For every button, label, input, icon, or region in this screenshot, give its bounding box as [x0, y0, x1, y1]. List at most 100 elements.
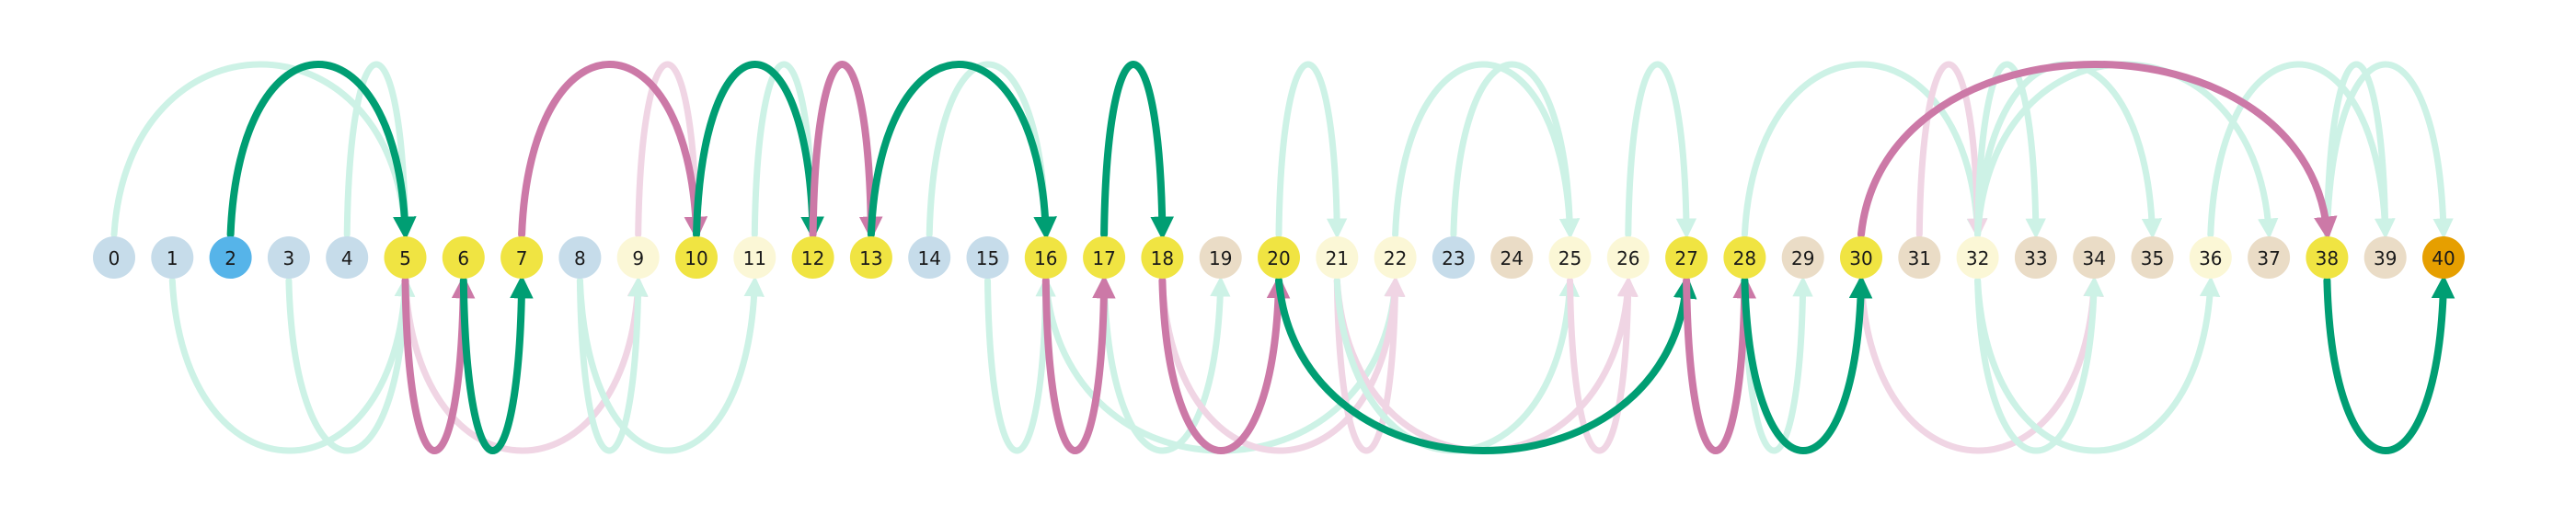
node-label: 5 [399, 247, 411, 269]
node-3: 3 [267, 236, 310, 279]
node-circle [93, 236, 135, 279]
node-label: 3 [283, 247, 295, 269]
node-label: 36 [2199, 247, 2222, 269]
node-label: 25 [1558, 247, 1581, 269]
arc-14-to-16 [926, 61, 1056, 239]
node-label: 19 [1209, 247, 1232, 269]
node-circle [384, 236, 427, 279]
node-31: 31 [1898, 236, 1941, 279]
node-27: 27 [1665, 236, 1708, 279]
node-17: 17 [1083, 236, 1126, 279]
node-label: 35 [2141, 247, 2164, 269]
node-label: 0 [109, 247, 121, 269]
node-circle [1665, 236, 1708, 279]
node-30: 30 [1840, 236, 1882, 279]
arc-38-to-40 [2323, 61, 2454, 239]
node-circle [558, 236, 602, 279]
node-15: 15 [966, 236, 1009, 279]
arc-5-to-9 [402, 276, 649, 454]
arc-8-to-11 [576, 276, 765, 454]
node-2: 2 [209, 236, 252, 279]
node-label: 21 [1326, 247, 1349, 269]
arc-5-to-6 [401, 274, 476, 455]
node-label: 33 [2024, 247, 2047, 269]
node-16: 16 [1024, 236, 1067, 279]
arc-32-to-36 [1974, 276, 2221, 454]
arc-8-to-9 [576, 276, 649, 454]
node-circle [966, 236, 1009, 279]
node-circle [1374, 236, 1417, 279]
node-0: 0 [93, 236, 135, 279]
node-label: 38 [2316, 247, 2339, 269]
node-circle [616, 236, 660, 279]
arc-10-to-12 [693, 61, 824, 241]
node-label: 40 [2432, 247, 2455, 269]
arc-16-to-17 [1041, 274, 1116, 455]
node-circle [1141, 236, 1184, 279]
node-circle [1840, 236, 1882, 279]
node-circle [442, 236, 485, 279]
node-circle [2422, 236, 2465, 279]
arc-31-to-32 [1915, 61, 1988, 239]
node-label: 8 [574, 247, 586, 269]
arc-32-to-35 [1974, 61, 2163, 239]
node-33: 33 [2014, 236, 2057, 279]
node-10: 10 [675, 236, 718, 279]
node-circle [1898, 236, 1941, 279]
arc-32-to-33 [1974, 61, 2046, 239]
node-circle [1723, 236, 1766, 279]
node-circle [1316, 236, 1359, 279]
node-label: 20 [1267, 247, 1290, 269]
node-label: 32 [1966, 247, 1989, 269]
node-11: 11 [733, 236, 776, 279]
arc-22-to-25 [1392, 61, 1581, 239]
node-circle [151, 236, 194, 279]
node-circle [1258, 236, 1300, 279]
node-circle [267, 236, 310, 279]
node-39: 39 [2363, 236, 2407, 279]
node-label: 14 [917, 247, 940, 269]
node-14: 14 [908, 236, 951, 279]
node-circle [1548, 236, 1592, 279]
node-29: 29 [1781, 236, 1824, 279]
node-12: 12 [791, 236, 834, 279]
node-label: 28 [1733, 247, 1756, 269]
node-circle [1606, 236, 1650, 279]
node-label: 13 [859, 247, 882, 269]
node-circle [2131, 236, 2174, 279]
arc-18-to-22 [1158, 276, 1406, 454]
node-label: 39 [2374, 247, 2397, 269]
node-label: 6 [457, 247, 469, 269]
node-label: 9 [632, 247, 644, 269]
node-label: 31 [1908, 247, 1931, 269]
arc-1-to-5 [168, 276, 415, 454]
node-circle [1490, 236, 1534, 279]
node-28: 28 [1723, 236, 1766, 279]
arc-32-to-34 [1974, 276, 2105, 454]
node-label: 23 [1442, 247, 1465, 269]
arc-28-to-32 [1741, 61, 1988, 239]
arc-4-to-5 [343, 61, 416, 239]
node-circle [849, 236, 892, 279]
arc-20-to-27 [1275, 274, 1697, 455]
node-38: 38 [2306, 236, 2349, 279]
arc-9-to-10 [635, 61, 707, 239]
arc-13-to-16 [867, 60, 1057, 241]
node-circle [500, 236, 544, 279]
node-label: 22 [1384, 247, 1407, 269]
node-circle [2014, 236, 2057, 279]
node-9: 9 [616, 236, 660, 279]
arc-25-to-26 [1567, 276, 1639, 454]
arc-0-to-5 [110, 61, 415, 239]
node-circle [1083, 236, 1126, 279]
node-circle [908, 236, 951, 279]
arc-38-to-40 [2323, 274, 2455, 454]
node-37: 37 [2248, 236, 2291, 279]
node-layer: 0 1 2 3 4 5 6 7 8 9 10 11 12 13 14 15 16 17 18 19 20 21 22 23 24… [93, 236, 2465, 279]
node-label: 17 [1092, 247, 1115, 269]
node-label: 27 [1674, 247, 1697, 269]
node-label: 37 [2257, 247, 2280, 269]
node-label: 15 [976, 247, 999, 269]
node-20: 20 [1258, 236, 1300, 279]
node-circle [1432, 236, 1475, 279]
